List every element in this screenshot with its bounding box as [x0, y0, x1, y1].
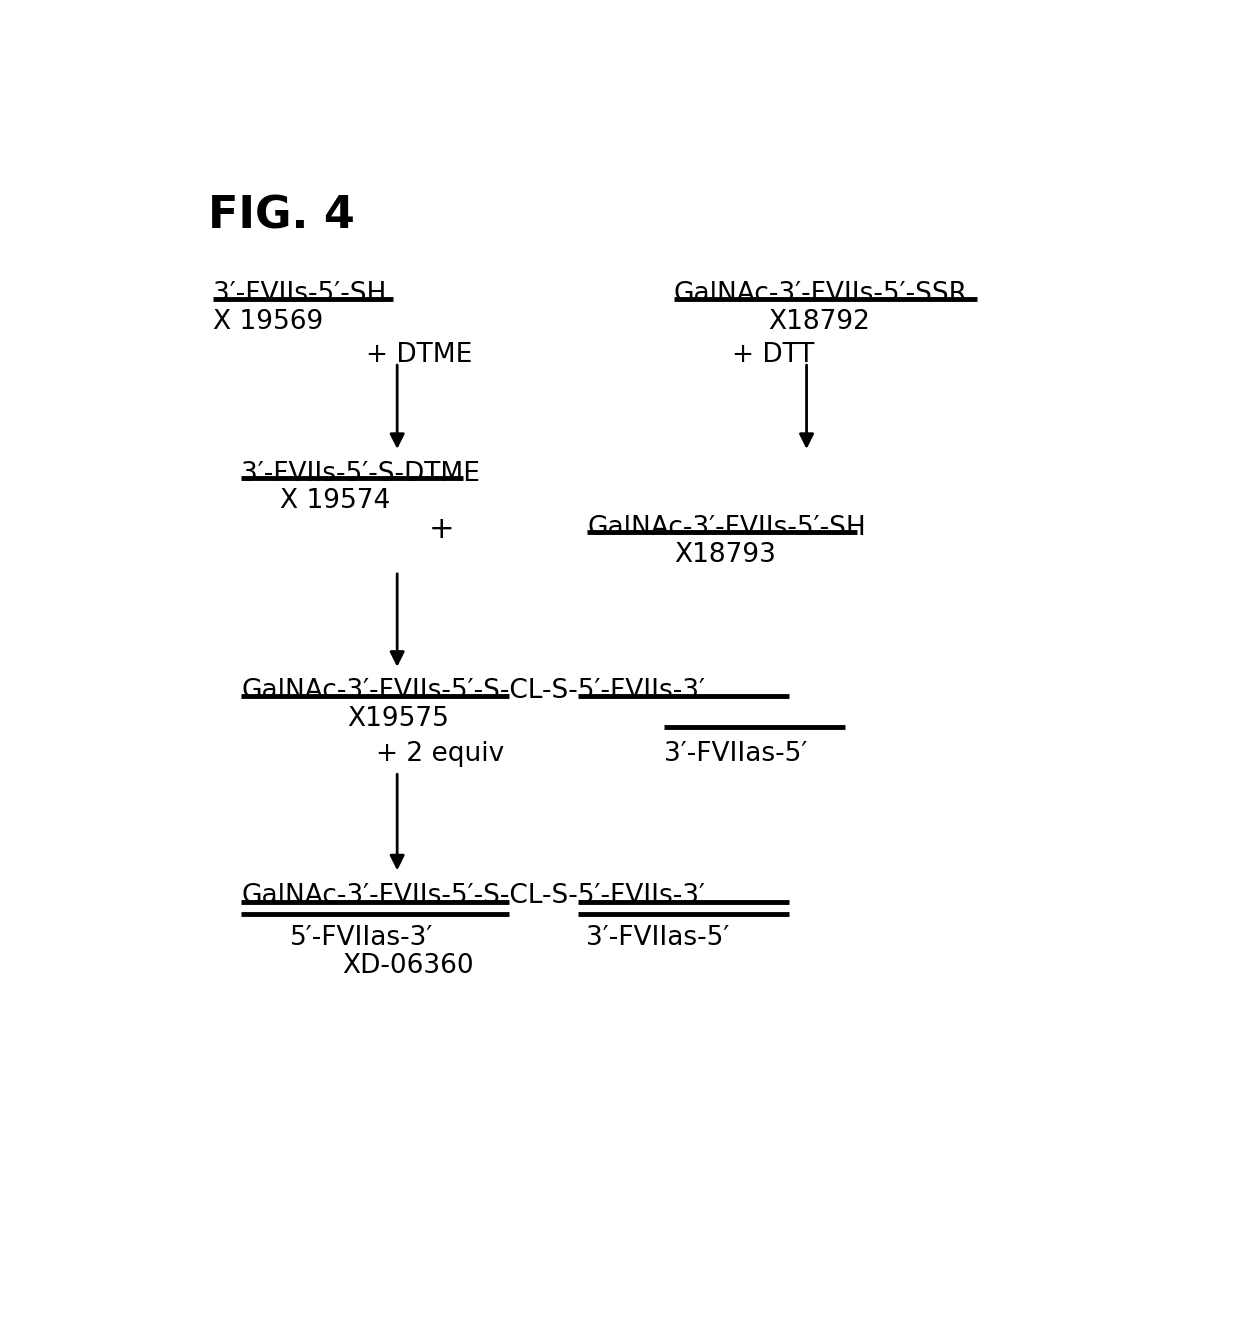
Text: 3′-FVIIas-5′: 3′-FVIIas-5′: [665, 740, 807, 767]
Text: X 19574: X 19574: [280, 488, 391, 514]
Text: +: +: [429, 516, 455, 543]
Text: GalNAc-3′-FVIIs-5′-S-CL-S-5′-FVIIs-3′: GalNAc-3′-FVIIs-5′-S-CL-S-5′-FVIIs-3′: [242, 883, 706, 910]
Text: GalNAc-3′-FVIIs-5′-S-CL-S-5′-FVIIs-3′: GalNAc-3′-FVIIs-5′-S-CL-S-5′-FVIIs-3′: [242, 678, 706, 703]
Text: + DTT: + DTT: [732, 342, 813, 368]
Text: + 2 equiv: + 2 equiv: [376, 740, 505, 767]
Text: 3′-FVIIs-5′-S-DTME: 3′-FVIIs-5′-S-DTME: [242, 461, 480, 486]
Text: 3′-FVIIs-5′-SH: 3′-FVIIs-5′-SH: [213, 280, 386, 307]
Text: X18792: X18792: [768, 309, 870, 336]
Text: XD-06360: XD-06360: [342, 953, 474, 978]
Text: 3′-FVIIas-5′: 3′-FVIIas-5′: [585, 925, 729, 951]
Text: FIG. 4: FIG. 4: [208, 194, 355, 237]
Text: GalNAc-3′-FVIIs-5′-SSR: GalNAc-3′-FVIIs-5′-SSR: [675, 280, 968, 307]
Text: + DTME: + DTME: [367, 342, 472, 368]
Text: X 19569: X 19569: [213, 309, 322, 336]
Text: GalNAc-3′-FVIIs-5′-SH: GalNAc-3′-FVIIs-5′-SH: [588, 516, 867, 541]
Text: X18793: X18793: [675, 542, 776, 568]
Text: 5′-FVIIas-3′: 5′-FVIIas-3′: [290, 925, 433, 951]
Text: X19575: X19575: [347, 706, 449, 732]
